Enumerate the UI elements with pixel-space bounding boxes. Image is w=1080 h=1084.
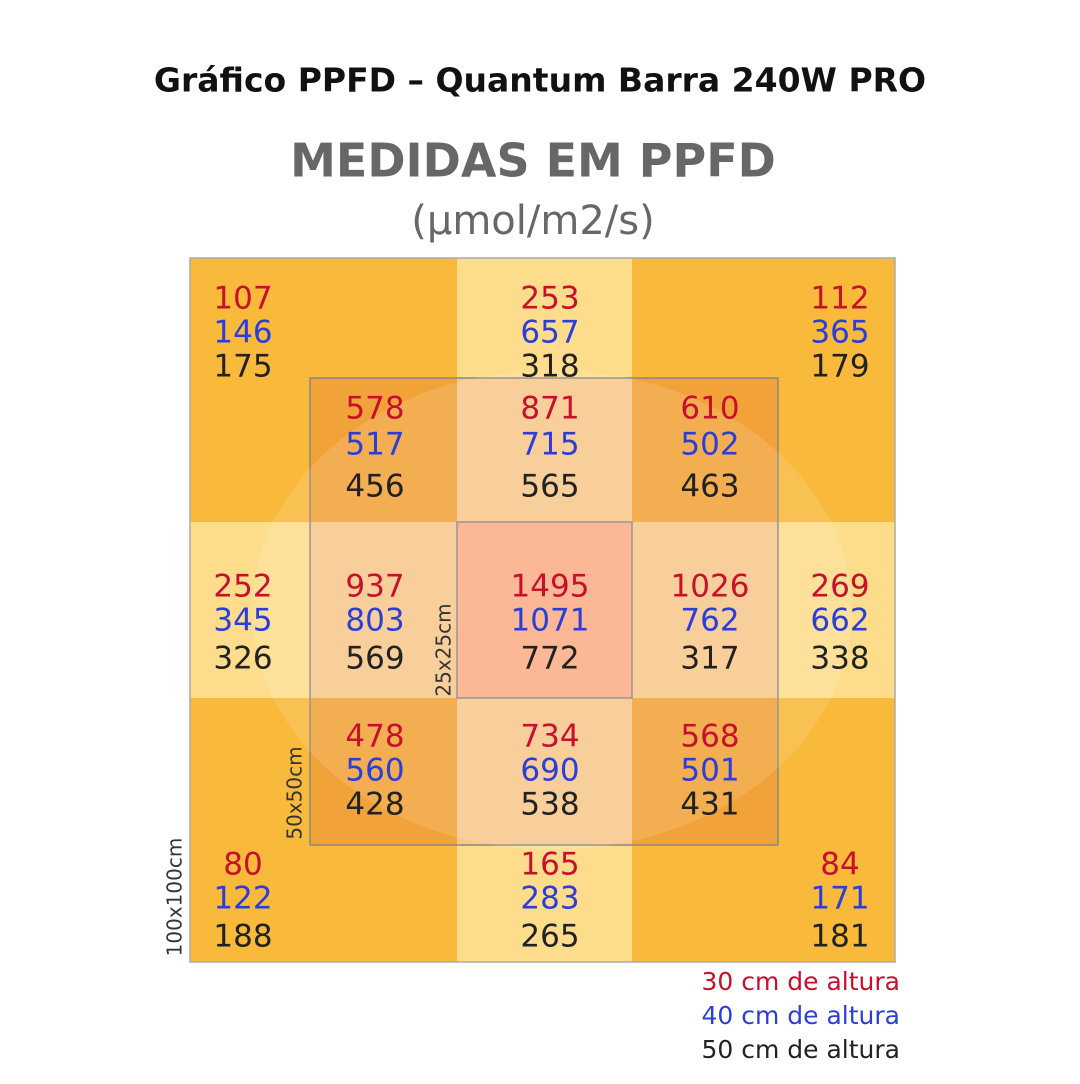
ppfd-value: 690 <box>520 753 579 789</box>
legend-entry: 50 cm de altura <box>701 1035 900 1064</box>
ppfd-value: 175 <box>213 349 272 385</box>
ppfd-value: 252 <box>213 569 272 605</box>
ppfd-value: 365 <box>810 315 869 351</box>
ppfd-value: 265 <box>520 919 579 955</box>
center-square <box>456 521 633 699</box>
ppfd-value: 517 <box>345 427 404 463</box>
legend-entry: 40 cm de altura <box>701 1001 900 1030</box>
ppfd-value: 84 <box>820 847 859 883</box>
ppfd-value: 112 <box>810 281 869 317</box>
ppfd-value: 428 <box>345 787 404 823</box>
legend: 30 cm de altura 40 cm de altura 50 cm de a… <box>701 967 900 1064</box>
area-label: 50x50cm <box>283 746 307 839</box>
inner-edge <box>457 378 632 522</box>
outer-square <box>189 257 896 963</box>
inner-corner <box>310 698 457 845</box>
ppfd-value: 610 <box>680 391 739 427</box>
inner-corner <box>310 378 457 522</box>
unit: (µmol/m2/s) <box>411 198 654 244</box>
ppfd-value: 269 <box>810 569 869 605</box>
ppfd-value: 715 <box>520 427 579 463</box>
inner-corner <box>632 378 778 522</box>
heading: MEDIDAS EM PPFD <box>290 134 776 188</box>
ppfd-value: 283 <box>520 881 579 917</box>
ppfd-value: 1495 <box>511 569 590 605</box>
ppfd-value: 937 <box>345 569 404 605</box>
ppfd-value: 502 <box>680 427 739 463</box>
inner-corner <box>632 698 778 845</box>
ppfd-value: 538 <box>520 787 579 823</box>
ppfd-value: 338 <box>810 641 869 677</box>
ppfd-value: 188 <box>213 919 272 955</box>
ppfd-value: 1026 <box>671 569 750 605</box>
ppfd-value: 762 <box>680 603 739 639</box>
ppfd-value: 1071 <box>511 603 590 639</box>
ppfd-value: 345 <box>213 603 272 639</box>
light-glow <box>252 370 852 850</box>
ppfd-value: 578 <box>345 391 404 427</box>
ppfd-value: 318 <box>520 349 579 385</box>
ppfd-value: 568 <box>680 719 739 755</box>
ppfd-value: 871 <box>520 391 579 427</box>
ppfd-value: 253 <box>520 281 579 317</box>
ppfd-value: 560 <box>345 753 404 789</box>
ppfd-value: 478 <box>345 719 404 755</box>
inner-edge <box>457 698 632 845</box>
inner-edge <box>310 522 457 698</box>
ppfd-value: 431 <box>680 787 739 823</box>
ppfd-value: 501 <box>680 753 739 789</box>
title: Gráfico PPFD – Quantum Barra 240W PRO <box>154 61 926 100</box>
ppfd-value: 122 <box>213 881 272 917</box>
ppfd-value: 326 <box>213 641 272 677</box>
area-label: 25x25cm <box>432 603 456 696</box>
ppfd-value: 146 <box>213 315 272 351</box>
ppfd-value: 171 <box>810 881 869 917</box>
ppfd-value: 181 <box>810 919 869 955</box>
area-label: 100x100cm <box>163 838 187 957</box>
ppfd-value: 179 <box>810 349 869 385</box>
ppfd-value: 165 <box>520 847 579 883</box>
ppfd-value: 565 <box>520 469 579 505</box>
inner-square <box>309 377 779 846</box>
ppfd-value: 569 <box>345 641 404 677</box>
ppfd-value: 734 <box>520 719 579 755</box>
ppfd-value: 803 <box>345 603 404 639</box>
ppfd-value: 107 <box>213 281 272 317</box>
measurements: 1071461752536573181123651795785174568717… <box>213 281 869 955</box>
ppfd-value: 662 <box>810 603 869 639</box>
ppfd-value: 80 <box>223 847 262 883</box>
ppfd-value: 456 <box>345 469 404 505</box>
inner-edge <box>632 522 778 698</box>
ppfd-value: 317 <box>680 641 739 677</box>
ppfd-value: 772 <box>520 641 579 677</box>
grid <box>189 257 896 963</box>
ppfd-value: 463 <box>680 469 739 505</box>
legend-entry: 30 cm de altura <box>701 967 900 996</box>
ppfd-value: 657 <box>520 315 579 351</box>
